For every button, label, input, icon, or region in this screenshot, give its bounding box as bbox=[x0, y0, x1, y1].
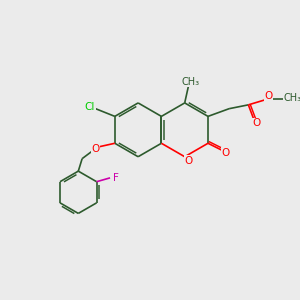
Text: O: O bbox=[252, 118, 260, 128]
Text: O: O bbox=[221, 148, 230, 158]
Text: O: O bbox=[264, 91, 273, 101]
Text: CH₃: CH₃ bbox=[182, 77, 200, 87]
Text: CH₃: CH₃ bbox=[284, 93, 300, 103]
Text: O: O bbox=[184, 156, 193, 166]
Text: O: O bbox=[92, 144, 100, 154]
Text: F: F bbox=[113, 173, 119, 183]
Text: Cl: Cl bbox=[85, 102, 95, 112]
